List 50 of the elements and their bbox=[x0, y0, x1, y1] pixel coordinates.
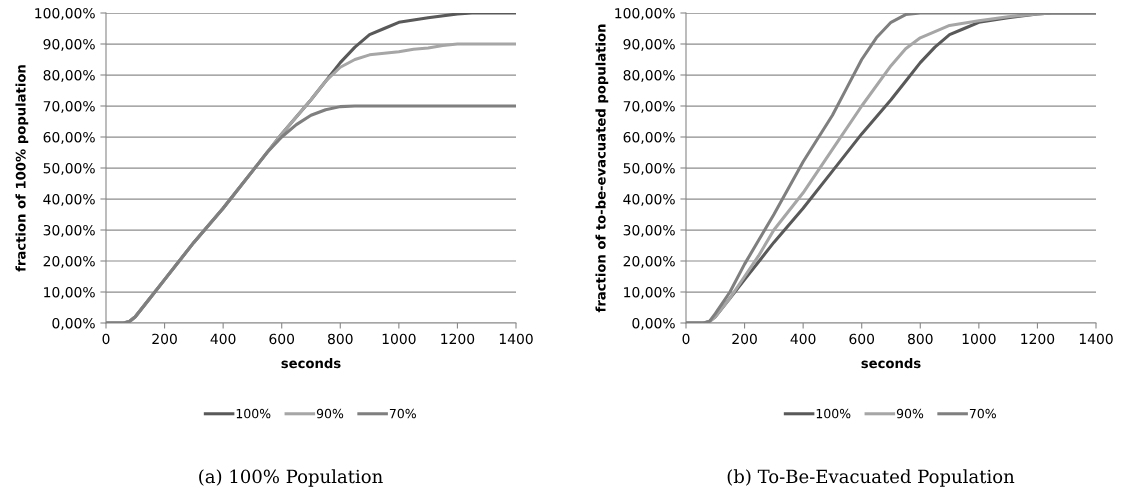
x-tick-label: 1000 bbox=[962, 333, 996, 345]
y-tick-label: 80,00% bbox=[623, 69, 675, 82]
legend-label: 90% bbox=[896, 408, 924, 419]
x-tick-label: 0 bbox=[682, 333, 690, 345]
x-tick-label: 800 bbox=[907, 333, 933, 345]
x-tick-label: 1400 bbox=[1079, 333, 1113, 345]
text: (b) To-Be-Evacuated Population bbox=[727, 469, 1015, 487]
legend-label: 70% bbox=[389, 408, 416, 419]
x-tick-label: 1400 bbox=[499, 333, 533, 345]
y-axis-title: fraction of 100% population bbox=[15, 65, 29, 272]
x-tick-label: 200 bbox=[152, 333, 177, 345]
x-tick-label: 600 bbox=[849, 333, 875, 345]
y-axis-title: fraction of to-be-evacuated population bbox=[595, 24, 609, 313]
x-tick-label: 600 bbox=[269, 333, 295, 345]
y-tick-label: 60,00% bbox=[623, 131, 675, 144]
y-tick-label: 10,00% bbox=[624, 286, 675, 299]
x-tick-label: 0 bbox=[102, 333, 110, 345]
legend-label: 90% bbox=[316, 408, 344, 419]
y-tick-label: 30,00% bbox=[43, 224, 95, 237]
x-tick-label: 1200 bbox=[1021, 333, 1055, 345]
text: (a) 100% Population bbox=[199, 469, 383, 487]
y-tick-label: 30,00% bbox=[623, 224, 675, 237]
y-tick-label: 90,00% bbox=[43, 38, 95, 51]
y-tick-label: 100,00% bbox=[615, 7, 675, 20]
y-tick-label: 60,00% bbox=[43, 131, 95, 144]
y-tick-label: 70,00% bbox=[623, 100, 675, 113]
y-tick-label: 0,00% bbox=[52, 317, 95, 330]
y-tick-label: 70,00% bbox=[43, 100, 95, 113]
y-tick-label: 0,00% bbox=[632, 317, 675, 330]
x-tick-label: 200 bbox=[732, 333, 757, 345]
y-tick-label: 80,00% bbox=[43, 69, 95, 82]
x-tick-label: 400 bbox=[790, 333, 816, 345]
x-tick-label: 1200 bbox=[441, 333, 475, 345]
y-tick-label: 50,00% bbox=[43, 162, 95, 175]
x-axis-title: seconds bbox=[281, 357, 341, 369]
y-tick-label: 50,00% bbox=[623, 162, 675, 175]
y-tick-label: 10,00% bbox=[44, 286, 95, 299]
y-tick-label: 100,00% bbox=[35, 7, 95, 20]
y-tick-label: 40,00% bbox=[623, 193, 675, 206]
legend-label: 70% bbox=[969, 408, 996, 419]
y-tick-label: 90,00% bbox=[623, 38, 675, 51]
y-tick-label: 20,00% bbox=[43, 255, 95, 268]
legend-label: 100% bbox=[816, 408, 851, 419]
legend-label: 100% bbox=[236, 408, 271, 419]
y-tick-label: 20,00% bbox=[623, 255, 675, 268]
x-tick-label: 1000 bbox=[382, 333, 416, 345]
x-axis-title: seconds bbox=[861, 357, 921, 369]
x-tick-label: 800 bbox=[327, 333, 353, 345]
x-tick-label: 400 bbox=[210, 333, 236, 345]
y-tick-label: 40,00% bbox=[43, 193, 95, 206]
